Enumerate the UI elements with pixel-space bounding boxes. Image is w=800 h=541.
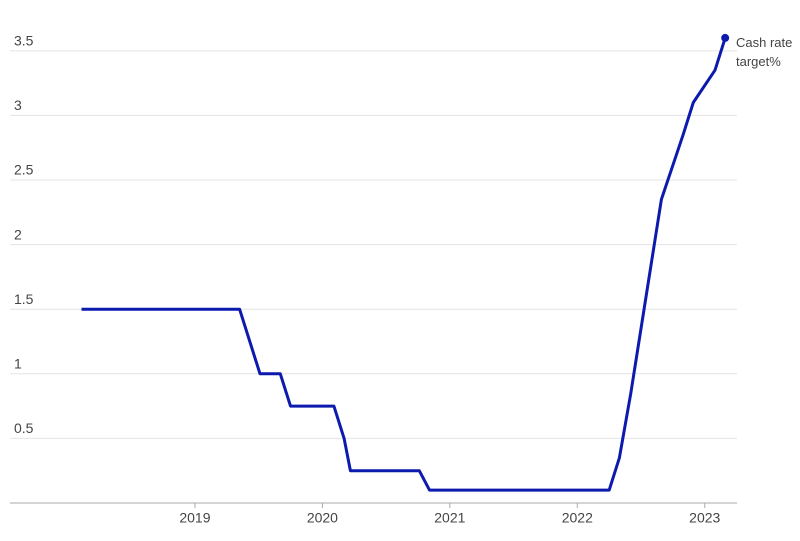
x-tick-label: 2022 [562, 510, 593, 526]
y-tick-label: 3.5 [14, 33, 34, 49]
y-tick-label: 1.5 [14, 291, 34, 307]
x-tick-label: 2021 [434, 510, 465, 526]
x-tick-label: 2020 [307, 510, 338, 526]
x-tick-label: 2019 [179, 510, 210, 526]
y-tick-label: 3 [14, 97, 22, 113]
end-point [721, 33, 730, 42]
line [81, 37, 727, 492]
x-tick-label: 2023 [689, 510, 720, 526]
y-tick-label: 2.5 [14, 162, 34, 178]
y-tick-label: 1 [14, 356, 22, 372]
annotation: Cash rate target% [736, 35, 793, 69]
y-tick-label: 0.5 [14, 420, 34, 436]
y-tick-label: 2 [14, 226, 22, 242]
